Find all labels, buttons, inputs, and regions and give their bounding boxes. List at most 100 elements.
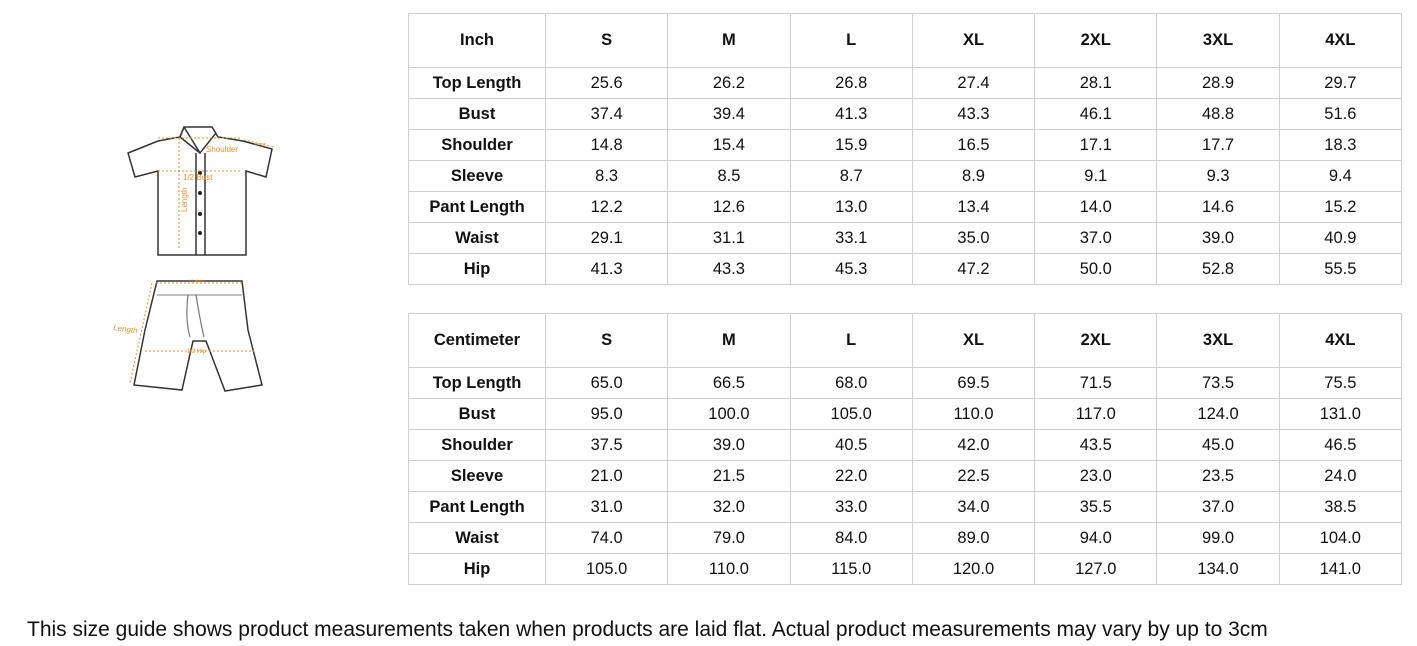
measurement-label: Bust [408, 398, 546, 430]
measurement-value: 55.5 [1278, 253, 1403, 285]
measurement-label: Hip [408, 553, 546, 585]
measurement-value: 73.5 [1156, 367, 1280, 399]
measurement-value: 43.3 [911, 98, 1036, 130]
measurement-value: 26.8 [789, 67, 913, 99]
measurement-value: 9.4 [1278, 160, 1403, 192]
measurement-value: 34.0 [911, 491, 1036, 523]
measurement-label: Waist [408, 222, 546, 254]
measurement-value: 134.0 [1156, 553, 1280, 585]
measurement-value: 25.6 [544, 67, 669, 99]
measurement-value: 74.0 [544, 522, 669, 554]
measurement-value: 31.1 [667, 222, 791, 254]
measurement-value: 23.5 [1156, 460, 1280, 492]
measurement-value: 100.0 [667, 398, 791, 430]
hip-label: 1/2 Hip [187, 349, 207, 355]
table-row: Top Length 25.6 26.2 26.8 27.4 28.1 28.9 29.7 [408, 67, 1403, 99]
measurement-label: Pant Length [408, 191, 546, 223]
measurement-value: 94.0 [1034, 522, 1158, 554]
size-header: 3XL [1156, 313, 1280, 368]
measurement-value: 115.0 [789, 553, 913, 585]
size-guide-note: This size guide shows product measuremen… [27, 618, 1268, 641]
measurement-value: 31.0 [544, 491, 669, 523]
measurement-value: 15.4 [667, 129, 791, 161]
size-header: L [789, 13, 913, 68]
table-row: Bust 95.0 100.0 105.0 110.0 117.0 124.0 131.0 [408, 398, 1403, 430]
measurement-value: 37.0 [1034, 222, 1158, 254]
measurement-value: 51.6 [1278, 98, 1403, 130]
table-row: Sleeve 8.3 8.5 8.7 8.9 9.1 9.3 9.4 [408, 160, 1403, 192]
measurement-value: 65.0 [544, 367, 669, 399]
measurement-value: 37.4 [544, 98, 669, 130]
cm-size-table: Centimeter S M L XL 2XL 3XL 4XL Top Length 65.0 66… [408, 313, 1403, 585]
measurement-value: 14.8 [544, 129, 669, 161]
measurement-value: 8.3 [544, 160, 669, 192]
measurement-value: 38.5 [1278, 491, 1403, 523]
measurement-label: Shoulder [408, 429, 546, 461]
measurement-value: 120.0 [911, 553, 1036, 585]
table-row: Hip 41.3 43.3 45.3 47.2 50.0 52.8 55.5 [408, 253, 1403, 285]
measurement-value: 17.1 [1034, 129, 1158, 161]
size-header: XL [911, 313, 1036, 368]
measurement-value: 117.0 [1034, 398, 1158, 430]
measurement-value: 43.3 [667, 253, 791, 285]
table-row: Waist 74.0 79.0 84.0 89.0 94.0 99.0 104.0 [408, 522, 1403, 554]
measurement-label: Sleeve [408, 160, 546, 192]
measurement-value: 45.3 [789, 253, 913, 285]
measurement-value: 50.0 [1034, 253, 1158, 285]
measurement-value: 43.5 [1034, 429, 1158, 461]
size-header: L [789, 313, 913, 368]
measurement-value: 35.0 [911, 222, 1036, 254]
garment-illustration: Shoulder Sleeve 1/2 Bust Length 1/2 Wais… [113, 126, 275, 392]
measurement-value: 37.5 [544, 429, 669, 461]
table-row: Bust 37.4 39.4 41.3 43.3 46.1 48.8 51.6 [408, 98, 1403, 130]
measurement-value: 13.0 [789, 191, 913, 223]
measurement-value: 39.0 [667, 429, 791, 461]
measurement-value: 9.1 [1034, 160, 1158, 192]
measurement-label: Top Length [408, 67, 546, 99]
measurement-value: 15.2 [1278, 191, 1403, 223]
measurement-value: 35.5 [1034, 491, 1158, 523]
measurement-value: 32.0 [667, 491, 791, 523]
measurement-value: 14.6 [1156, 191, 1280, 223]
measurement-value: 66.5 [667, 367, 791, 399]
measurement-value: 99.0 [1156, 522, 1280, 554]
measurement-value: 42.0 [911, 429, 1036, 461]
pant-length-label: Length [113, 323, 139, 335]
measurement-label: Pant Length [408, 491, 546, 523]
measurement-value: 33.1 [789, 222, 913, 254]
measurement-value: 33.0 [789, 491, 913, 523]
inch-size-table: Inch S M L XL 2XL 3XL 4XL Top Length 25.6 26.2 26.8… [408, 13, 1403, 285]
table-row: Top Length 65.0 66.5 68.0 69.5 71.5 73.5 75.5 [408, 367, 1403, 399]
measurement-value: 110.0 [667, 553, 791, 585]
measurement-value: 28.1 [1034, 67, 1158, 99]
measurement-value: 104.0 [1278, 522, 1403, 554]
measurement-value: 39.4 [667, 98, 791, 130]
table-row: Waist 29.1 31.1 33.1 35.0 37.0 39.0 40.9 [408, 222, 1403, 254]
measurement-value: 105.0 [789, 398, 913, 430]
measurement-value: 41.3 [544, 253, 669, 285]
measurement-value: 141.0 [1278, 553, 1403, 585]
measurement-value: 131.0 [1278, 398, 1403, 430]
table-row: Shoulder 14.8 15.4 15.9 16.5 17.1 17.7 18.3 [408, 129, 1403, 161]
measurement-label: Waist [408, 522, 546, 554]
measurement-value: 95.0 [544, 398, 669, 430]
measurement-value: 17.7 [1156, 129, 1280, 161]
measurement-value: 124.0 [1156, 398, 1280, 430]
size-header: 2XL [1034, 313, 1158, 368]
measurement-value: 14.0 [1034, 191, 1158, 223]
measurement-value: 8.9 [911, 160, 1036, 192]
measurement-value: 84.0 [789, 522, 913, 554]
shoulder-label: Shoulder [206, 145, 238, 154]
measurement-value: 23.0 [1034, 460, 1158, 492]
measurement-label: Shoulder [408, 129, 546, 161]
table-row: Shoulder 37.5 39.0 40.5 42.0 43.5 45.0 46.5 [408, 429, 1403, 461]
header-row: Centimeter S M L XL 2XL 3XL 4XL [408, 313, 1403, 368]
measurement-value: 46.1 [1034, 98, 1158, 130]
measurement-value: 52.8 [1156, 253, 1280, 285]
measurement-label: Sleeve [408, 460, 546, 492]
measurement-value: 47.2 [911, 253, 1036, 285]
measurement-label: Top Length [408, 367, 546, 399]
sleeve-label: Sleeve [254, 141, 267, 146]
measurement-value: 89.0 [911, 522, 1036, 554]
measurement-value: 75.5 [1278, 367, 1403, 399]
